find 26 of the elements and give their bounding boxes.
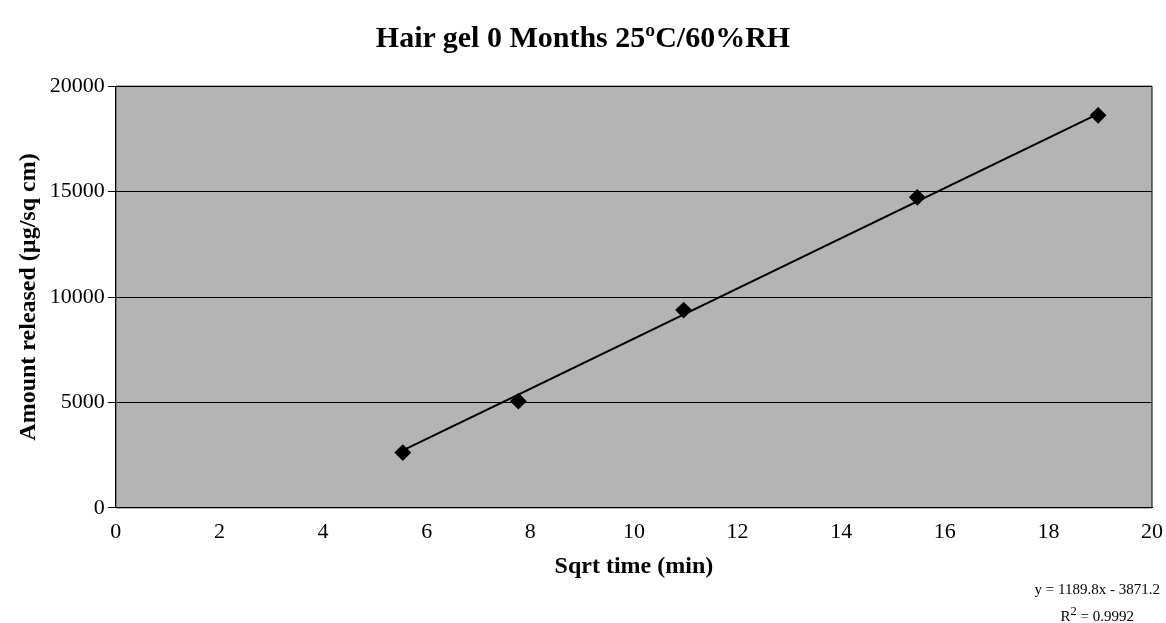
- x-tick-label: 2: [213, 517, 225, 543]
- x-tick-label: 16: [933, 517, 956, 543]
- x-tick-label: 10: [622, 517, 645, 543]
- text: y = 1189.8x - 3871.2: [1034, 580, 1160, 599]
- point: [510, 393, 527, 410]
- point: [394, 444, 411, 461]
- y-tick-label: 10000: [49, 282, 105, 308]
- text: R$^{2}$ = 0.9992: [1059, 603, 1136, 623]
- y-tick-label: 0: [93, 493, 105, 519]
- point: [675, 302, 692, 319]
- y-tick-label: 20000: [49, 71, 105, 97]
- x-tick-label: 12: [726, 517, 749, 543]
- point: [1090, 107, 1107, 124]
- point: [909, 189, 926, 206]
- x-tick-label: 0: [110, 517, 122, 543]
- x-tick-label: 4: [317, 517, 329, 543]
- y-tick-label: 15000: [49, 177, 105, 203]
- x-tick-label: 14: [830, 517, 853, 543]
- y-tick-label: 5000: [60, 388, 105, 414]
- x-tick-label: 18: [1037, 517, 1060, 543]
- x-axis-title: Sqrt time (min): [554, 551, 714, 578]
- x-tick-label: 20: [1141, 517, 1163, 543]
- chart-title: Hair gel 0 Months 25ºC/60%RH: [374, 20, 792, 54]
- x-tick-label: 6: [421, 517, 433, 543]
- y-axis-title: Amount released (µg/sq cm): [13, 153, 40, 441]
- x-tick-label: 8: [524, 517, 536, 543]
